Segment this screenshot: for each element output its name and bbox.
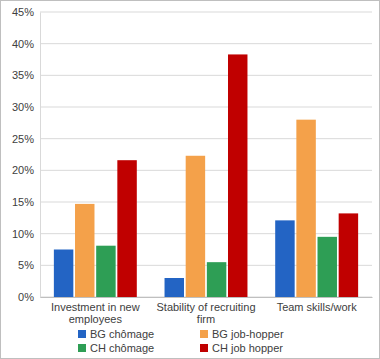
grid-line: [40, 170, 372, 171]
y-tick-label: 35%: [12, 69, 34, 81]
bar: [75, 204, 94, 297]
legend-item: CH job hopper: [200, 342, 283, 354]
x-tick-label: Investment in newemployees: [51, 301, 140, 326]
legend-swatch: [200, 330, 208, 338]
bar: [186, 156, 205, 297]
y-tick: 0%: [18, 291, 40, 303]
legend-item: BG job-hopper: [200, 328, 284, 340]
y-tick: 40%: [12, 38, 40, 50]
y-tick: 20%: [12, 164, 40, 176]
y-tick: 25%: [12, 133, 40, 145]
legend-swatch: [78, 330, 86, 338]
grid-line: [40, 202, 372, 203]
bar: [228, 54, 247, 297]
x-tick: Investment in newemployees: [51, 297, 140, 325]
y-tick-label: 10%: [12, 228, 34, 240]
bar: [207, 262, 226, 297]
bar: [318, 237, 337, 297]
bar: [275, 220, 294, 297]
bar: [117, 160, 136, 297]
bar: [165, 278, 184, 297]
x-tick: Team skills/work: [277, 297, 358, 313]
y-axis: 0% 5% 10% 15% 20% 25% 30% 35% 40% 45%: [12, 6, 41, 303]
legend-label: BG job-hopper: [212, 328, 284, 340]
y-tick-label: 20%: [12, 164, 34, 176]
legend-label: BG chômage: [90, 328, 154, 340]
plot: 0% 5% 10% 15% 20% 25% 30% 35% 40% 45% Investment i…: [12, 6, 373, 325]
bar: [54, 250, 73, 298]
legend-item: BG chômage: [78, 328, 154, 340]
x-tick-label: Stability of recruitingfirm: [156, 301, 255, 326]
y-tick: 30%: [12, 101, 40, 113]
y-tick-label: 5%: [18, 259, 34, 271]
x-tick: Stability of recruitingfirm: [156, 297, 255, 325]
grid-line: [40, 138, 372, 139]
grid-line: [40, 12, 372, 13]
x-axis-line: [41, 297, 373, 298]
y-tick-label: 30%: [12, 101, 34, 113]
legend-swatch: [78, 344, 86, 352]
y-tick-label: 40%: [12, 38, 34, 50]
bar: [339, 213, 358, 297]
y-tick: 5%: [18, 259, 40, 271]
bar: [296, 120, 315, 297]
y-tick: 10%: [12, 228, 40, 240]
bar: [96, 246, 115, 297]
legend-item: CH chômage: [78, 342, 154, 354]
y-tick-label: 15%: [12, 196, 34, 208]
x-axis: Investment in newemployees Stability of r…: [41, 297, 373, 325]
legend-label: CH chômage: [90, 342, 154, 354]
legend-swatch: [200, 344, 208, 352]
bar-series: [117, 54, 358, 297]
grid-line: [40, 107, 372, 108]
grid-line: [40, 75, 372, 76]
chart: 0% 5% 10% 15% 20% 25% 30% 35% 40% 45% Investment i…: [0, 0, 380, 359]
y-tick: 15%: [12, 196, 40, 208]
grid-line: [40, 43, 372, 44]
bar-series: [75, 120, 316, 297]
chart-frame: [1, 1, 380, 359]
y-tick: 35%: [12, 69, 40, 81]
bars: [54, 54, 358, 297]
legend: BG chômage BG job-hopper CH chômage CH job …: [78, 328, 284, 354]
x-tick-label: Team skills/work: [277, 301, 358, 313]
y-tick-label: 45%: [12, 6, 34, 18]
y-tick: 45%: [12, 6, 40, 18]
grid: [40, 12, 372, 297]
legend-label: CH job hopper: [212, 342, 283, 354]
y-tick-label: 0%: [18, 291, 34, 303]
y-axis-line: [40, 13, 41, 298]
y-tick-label: 25%: [12, 133, 34, 145]
